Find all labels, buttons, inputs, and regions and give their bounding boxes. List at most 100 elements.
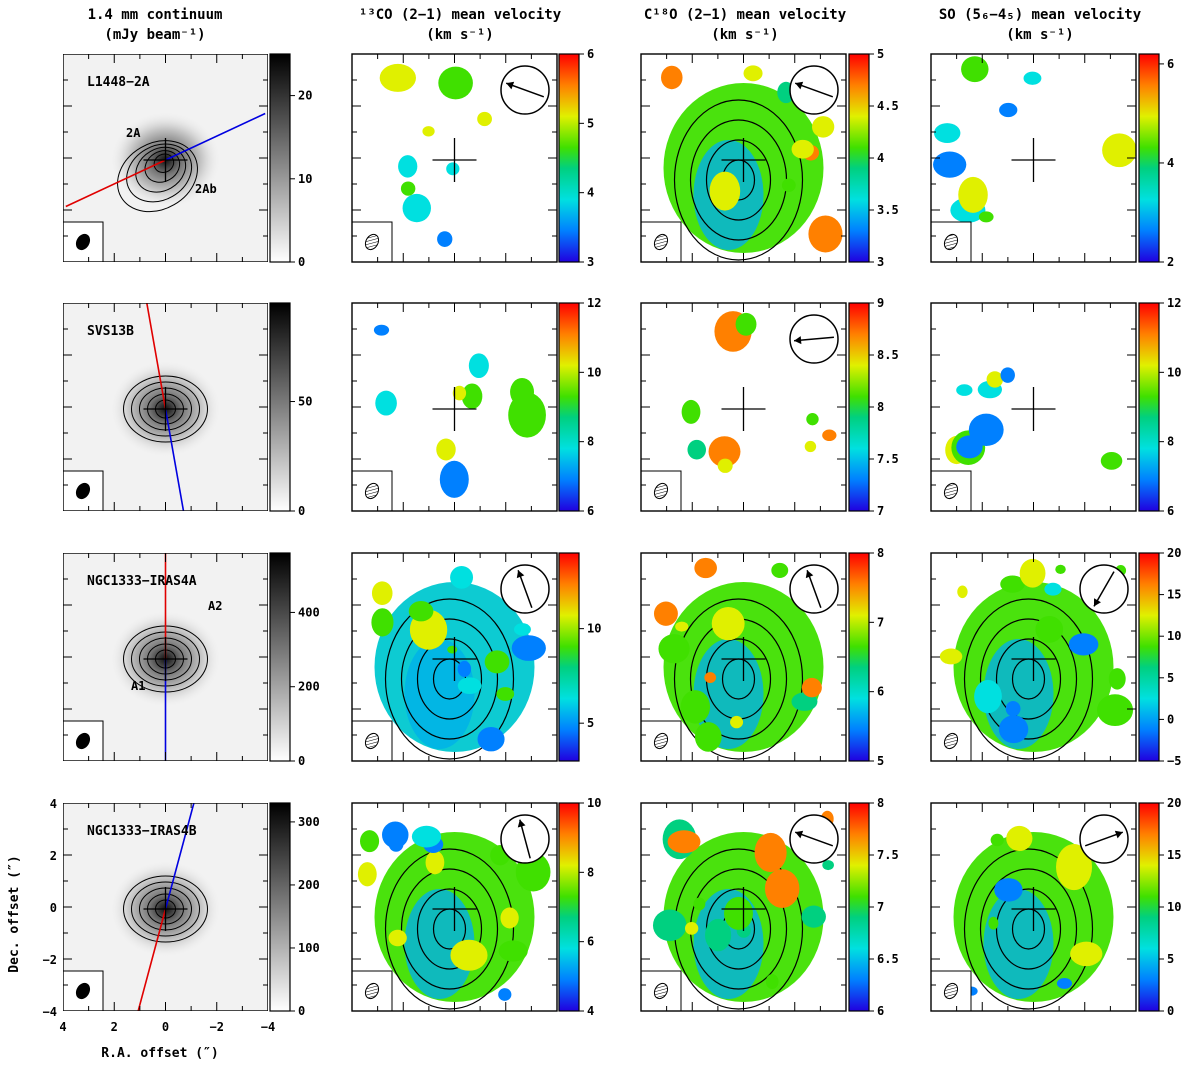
velocity-patch [398,155,418,178]
panel-r2-continuum [63,303,268,511]
velocity-patch [822,429,837,442]
velocity-patch [477,111,492,127]
panel-r1-so [930,53,1137,263]
velocity-patch [446,162,460,176]
continuum-contour [123,375,208,443]
velocity-gradient-arrowhead [506,81,515,90]
velocity-patch [704,672,717,683]
beam-ellipse [364,732,380,750]
panel-grid: L1448−2A01020345633.544.55246SVS13B05068… [63,47,1181,1018]
col-title-1-line2: (mJy beam⁻¹) [104,27,205,43]
velocity-patch [436,438,456,461]
colorbar-tick-label: 5 [587,716,594,730]
col-title-2-line2: (km s⁻¹) [426,27,493,43]
component-label: A2 [208,599,222,613]
velocity-patch [957,585,968,599]
redshifted-outflow-axis [145,303,167,410]
colorbar-tick-label: 8 [587,435,594,449]
colorbar-tick-label: 2 [1167,255,1174,269]
col-title-2-line1: ¹³CO (2−1) mean velocity [359,7,562,23]
integrated-intensity-contour [400,868,499,990]
colorbar-tick-label: 6 [877,1004,884,1018]
velocity-patch [461,383,483,410]
colorbar-co13: 4 6 8 10 [558,796,601,1018]
colorbar-tick-label: 20 [298,89,312,103]
velocity-patch [990,833,1004,847]
velocity-patch [693,897,706,911]
continuum-contour [131,381,200,437]
colorbar-tick-label: 0 [298,754,305,768]
velocity-patch [1019,558,1046,588]
velocity-patch [705,918,732,952]
colorbar-tick-label: 7.5 [877,452,899,466]
colorbar-tick-label: 10 [1167,629,1181,643]
velocity-patch [994,878,1023,902]
col-title-4-line1: SO (5₆−4₅) mean velocity [939,7,1142,23]
velocity-patch [379,63,416,92]
panel-r4-co13 [351,802,558,1012]
source-name: NGC1333−IRAS4B [87,824,197,839]
velocity-patch [408,600,434,622]
velocity-patch [1108,668,1126,690]
beam-ellipse [943,482,959,500]
beam-ellipse [653,482,669,500]
panel-r2-so [930,302,1137,512]
colorbar-tick-label: 3.5 [877,203,899,217]
velocity-patch [1056,843,1093,891]
integrated-intensity-contour [995,638,1062,720]
velocity-patch [804,440,817,453]
velocity-patch [658,634,690,664]
velocity-patch [411,825,442,848]
colorbar-tick-label: 300 [298,815,320,829]
beam-ellipse [75,982,91,1000]
velocity-patch [1000,367,1015,383]
velocity-patch [360,830,380,853]
panel-r3-continuum [63,553,268,761]
beam-ellipse [364,233,380,251]
velocity-patch [956,384,973,396]
colorbar-tick-label: 200 [298,878,320,892]
velocity-patch [709,171,741,211]
velocity-patch [694,722,722,752]
velocity-patch [806,413,819,426]
colorbar-c18o: 3 3.5 4 4.5 5 [848,47,899,269]
velocity-patch [735,312,757,336]
colorbar-fill [558,552,580,762]
velocity-patch [717,458,733,473]
velocity-patch [450,566,474,589]
colorbar-tick-label: 8 [1167,435,1174,449]
panel-r3-so [930,552,1137,762]
panel-r1-c18o [640,53,847,263]
colorbar-fill [269,802,291,1012]
y-tick-label: 0 [50,901,57,915]
velocity-patch [1023,71,1042,85]
colorbar-tick-label: 6 [587,47,594,61]
colorbar-tick-label: 12 [1167,296,1181,310]
velocity-patch [730,715,744,729]
blueshifted-outflow-axis [164,408,185,511]
panel-r3-c18o [640,552,847,762]
velocity-patch [724,896,753,930]
y-tick-label: −2 [43,953,57,967]
velocity-patch [357,862,377,887]
component-label: A1 [131,679,145,693]
beam-ellipse [75,732,91,750]
velocity-patch [425,850,445,875]
colorbar-fill [269,302,291,512]
panel-r4-so [930,802,1137,1012]
colorbar-tick-label: 20 [1167,546,1181,560]
beam-ellipse [653,982,669,1000]
velocity-patch [1056,978,1073,989]
colorbar-fill [848,552,870,762]
colorbar-fill [558,302,580,512]
velocity-patch [667,830,701,854]
y-tick-label: 4 [50,797,57,811]
redshifted-outflow-axis [65,159,166,208]
velocity-patch [438,66,473,100]
beam-ellipse [75,233,91,251]
integrated-intensity-contour [384,848,515,1010]
velocity-patch [743,65,763,82]
velocity-patch [675,621,689,632]
colorbar-tick-label: 200 [298,680,320,694]
